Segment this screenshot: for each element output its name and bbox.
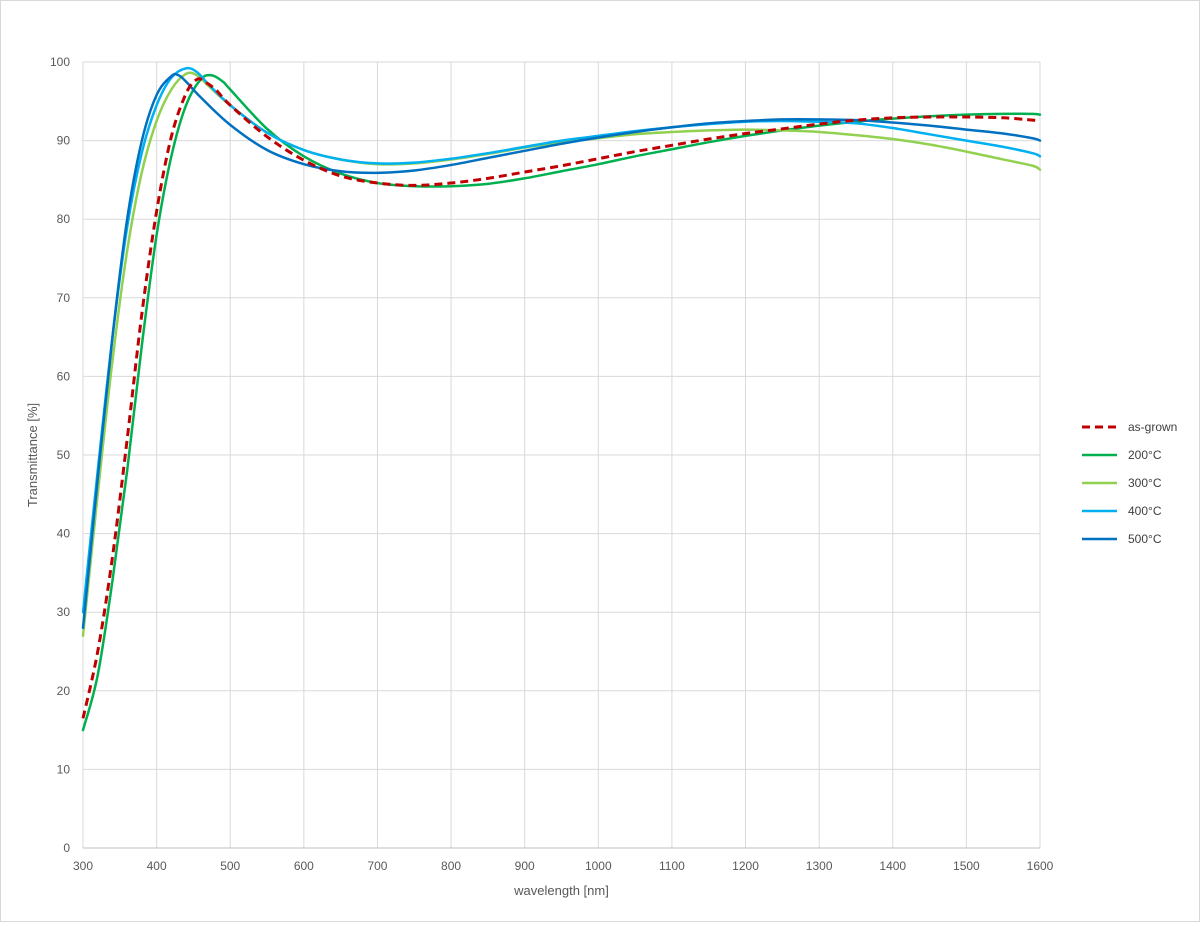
y-tick-label: 10 [57, 762, 71, 776]
y-tick-label: 30 [57, 605, 71, 619]
legend-item: 400°C [1082, 504, 1162, 518]
legend-label: as-grown [1128, 420, 1177, 434]
x-tick-label: 500 [220, 859, 240, 873]
y-tick-label: 20 [57, 684, 71, 698]
x-tick-label: 1300 [806, 859, 833, 873]
tick-labels: 300 400 500 600 700 800 900 1000 1100 1200 1300 140… [50, 55, 1054, 873]
legend-label: 300°C [1128, 476, 1162, 490]
legend-item: 200°C [1082, 448, 1162, 462]
legend: as-grown 200°C 300°C 400°C 500°C [1082, 420, 1177, 546]
y-axis-title: Transmittance [%] [25, 403, 40, 507]
x-tick-label: 400 [147, 859, 167, 873]
x-tick-label: 300 [73, 859, 93, 873]
series-line-3 [81, 71, 1042, 638]
x-tick-label: 600 [294, 859, 314, 873]
y-tick-label: 70 [57, 291, 71, 305]
y-tick-label: 0 [63, 841, 70, 855]
legend-label: 500°C [1128, 532, 1162, 546]
x-tick-label: 1000 [585, 859, 612, 873]
legend-label: 400°C [1128, 504, 1162, 518]
x-axis-title: wavelength [nm] [513, 883, 609, 898]
grid-lines [82, 61, 1041, 849]
legend-item: 500°C [1082, 532, 1162, 546]
series-line-5 [81, 72, 1042, 630]
legend-item: 300°C [1082, 476, 1162, 490]
x-tick-label: 700 [367, 859, 387, 873]
legend-item: as-grown [1082, 420, 1177, 434]
y-tick-label: 100 [50, 55, 70, 69]
data-series [81, 66, 1042, 732]
x-tick-label: 1400 [879, 859, 906, 873]
y-tick-label: 60 [57, 369, 71, 383]
x-tick-label: 800 [441, 859, 461, 873]
y-tick-label: 80 [57, 212, 71, 226]
legend-label: 200°C [1128, 448, 1162, 462]
series-line-1 [81, 77, 1041, 719]
y-tick-label: 40 [57, 527, 71, 541]
y-tick-label: 90 [57, 134, 71, 148]
series-line-4 [81, 66, 1042, 614]
x-tick-label: 1200 [732, 859, 759, 873]
series-line-2 [81, 73, 1042, 732]
x-tick-label: 1600 [1027, 859, 1054, 873]
x-tick-label: 1100 [659, 859, 685, 873]
x-tick-label: 1500 [953, 859, 980, 873]
y-tick-label: 50 [57, 448, 71, 462]
x-tick-label: 900 [515, 859, 535, 873]
